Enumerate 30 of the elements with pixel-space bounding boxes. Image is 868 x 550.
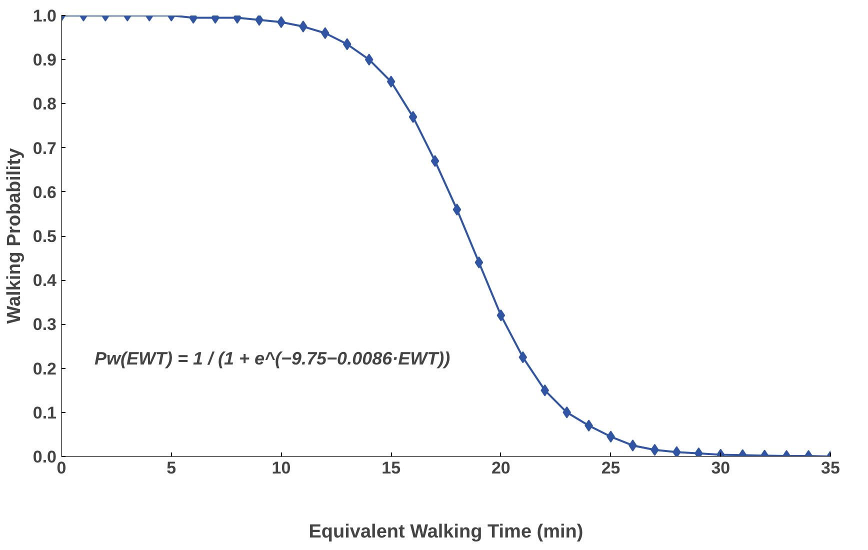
y-tick-label: 0.6 [32, 182, 57, 202]
y-tick-label: 0.7 [32, 138, 57, 158]
point [452, 204, 462, 216]
point [474, 256, 484, 268]
point [518, 351, 528, 364]
y-tick-label: 1.0 [32, 6, 57, 26]
x-tick-label: 20 [491, 458, 510, 478]
x-tick-label: 30 [711, 458, 730, 478]
y-tick-label: 0.2 [32, 359, 57, 378]
point [672, 446, 681, 456]
y-tick-label: 0.4 [32, 271, 58, 290]
point [562, 406, 572, 418]
x-tick-label: 15 [382, 458, 401, 478]
y-tick-label: 0.8 [32, 94, 57, 114]
y-tick-label: 0.3 [32, 315, 57, 334]
y-tick-label: 0.5 [32, 227, 57, 246]
point [430, 155, 440, 168]
y-tick-label: 0.1 [32, 403, 57, 422]
y-axis-title: Walking Probability [4, 148, 25, 324]
annotation: Pw(EWT) = 1 / (1 + e^(−9.75−0.0086·EWT)) [94, 348, 450, 368]
point [496, 309, 506, 322]
y-tick-label: 0.0 [32, 448, 57, 466]
point [540, 384, 550, 396]
x-axis-title: Equivalent Walking Time (min) [308, 522, 584, 542]
x-tick-label: 35 [821, 458, 840, 478]
x-tick-label: 25 [601, 458, 620, 478]
x-tick-label: 10 [272, 458, 291, 478]
y-tick-label: 0.9 [32, 50, 57, 70]
x-tick-label: 0 [56, 458, 66, 478]
x-tick-label: 5 [166, 458, 176, 478]
